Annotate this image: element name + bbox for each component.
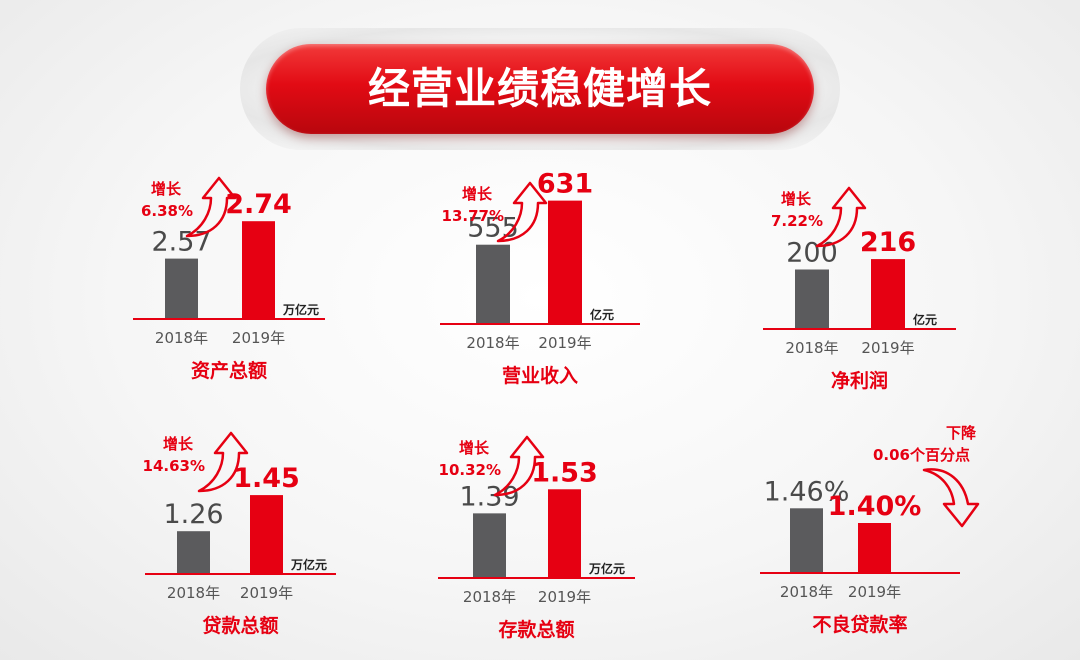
value-label-2019: 1.45: [233, 463, 300, 494]
year-label-2019: 2019年: [861, 339, 914, 357]
decrease-arrow-icon: [922, 468, 980, 528]
change-label: 增长: [459, 439, 490, 457]
metric-label: 资产总额: [191, 359, 267, 382]
change-value: 14.63%: [143, 457, 205, 475]
year-label-2018: 2018年: [167, 584, 220, 602]
unit-label: 亿元: [913, 312, 937, 327]
increase-arrow-icon: [185, 176, 237, 238]
value-label-2018: 1.46%: [764, 476, 850, 507]
bar-2019: [871, 259, 905, 328]
increase-arrow-icon: [815, 186, 867, 248]
year-label-2019: 2019年: [232, 329, 285, 347]
year-label-2019: 2019年: [848, 583, 901, 601]
bar-2018: [790, 508, 823, 572]
year-label-2018: 2018年: [463, 588, 516, 606]
value-label-2018: 2.57: [151, 227, 211, 258]
metric-label: 贷款总额: [202, 614, 278, 637]
bar-2019: [250, 495, 283, 573]
bar-2018: [165, 258, 198, 318]
value-label-2018: 1.26: [163, 499, 223, 530]
bar-2018: [177, 531, 210, 573]
change-label: 下降: [946, 424, 977, 442]
year-label-2019: 2019年: [538, 334, 591, 352]
unit-label: 万亿元: [290, 557, 327, 572]
bar-2019: [548, 489, 581, 577]
bar-2019: [242, 221, 275, 318]
unit-label: 万亿元: [282, 302, 319, 317]
unit-label: 万亿元: [588, 561, 625, 576]
increase-arrow-icon: [496, 181, 548, 243]
metric-label: 存款总额: [498, 618, 574, 641]
bar-2018: [795, 269, 829, 328]
unit-label: 亿元: [590, 307, 614, 322]
bar-2019: [548, 200, 582, 323]
value-label-2019: 216: [860, 227, 916, 258]
bar-2018: [473, 513, 506, 577]
increase-arrow-icon: [493, 435, 545, 497]
metric-label: 营业收入: [502, 364, 578, 387]
change-label: 增长: [462, 185, 493, 203]
change-label: 增长: [151, 180, 182, 198]
value-label-2019: 631: [537, 169, 593, 200]
value-label-2018: 1.39: [459, 481, 519, 512]
page-title: 经营业绩稳健增长: [367, 64, 712, 113]
bar-2018: [476, 244, 510, 323]
year-label-2018: 2018年: [785, 339, 838, 357]
change-value: 10.32%: [439, 461, 501, 479]
year-label-2018: 2018年: [466, 334, 519, 352]
year-label-2018: 2018年: [780, 583, 833, 601]
metric-label: 净利润: [831, 369, 888, 392]
change-value: 13.77%: [442, 207, 504, 225]
value-label-2019: 1.40%: [828, 491, 922, 522]
bar-2019: [858, 523, 891, 572]
increase-arrow-icon: [197, 431, 249, 493]
change-value: 7.22%: [771, 212, 823, 230]
metric-label: 不良贷款率: [812, 613, 907, 636]
value-label-2019: 2.74: [225, 189, 292, 220]
change-value: 6.38%: [141, 202, 193, 220]
year-label-2019: 2019年: [240, 584, 293, 602]
change-label: 增长: [781, 190, 812, 208]
year-label-2018: 2018年: [155, 329, 208, 347]
change-label: 增长: [163, 435, 194, 453]
value-label-2019: 1.53: [531, 457, 598, 488]
value-label-2018: 200: [786, 238, 838, 269]
change-value: 0.06个百分点: [873, 446, 970, 464]
title-banner: 经营业绩稳健增长: [240, 28, 840, 150]
title-banner-pill: [266, 44, 814, 134]
year-label-2019: 2019年: [538, 588, 591, 606]
